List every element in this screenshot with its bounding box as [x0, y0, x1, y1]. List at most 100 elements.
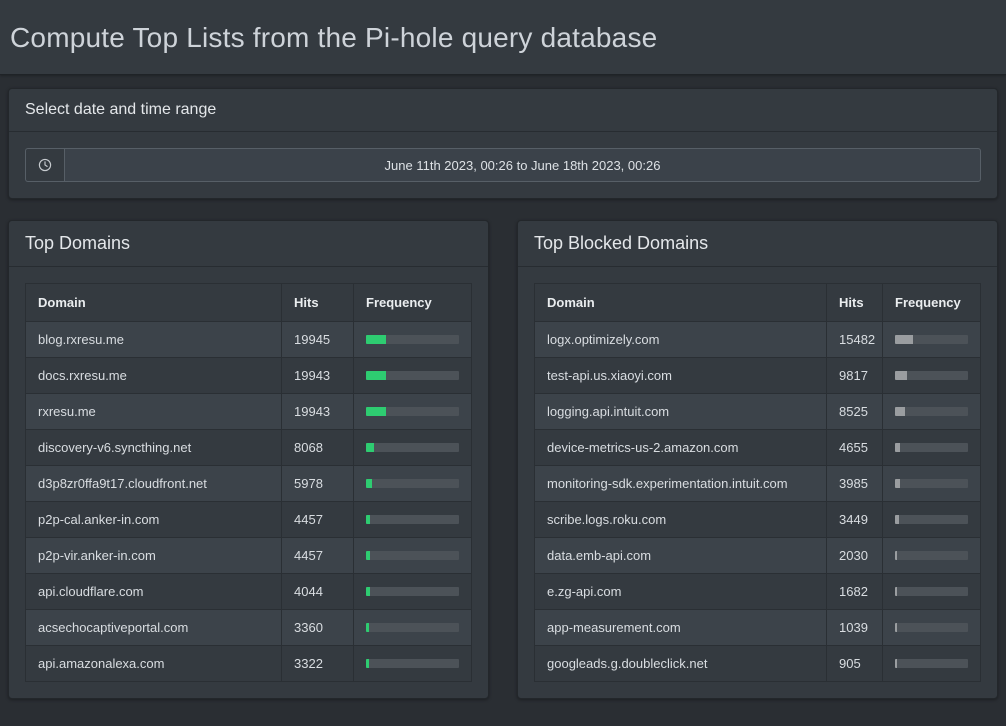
domain-cell: acsechocaptiveportal.com [25, 609, 282, 646]
domain-cell: p2p-vir.anker-in.com [25, 537, 282, 574]
hits-cell: 1039 [826, 609, 883, 646]
frequency-bar-track [366, 443, 459, 452]
hits-cell: 4457 [281, 537, 354, 574]
hits-cell: 19943 [281, 357, 354, 394]
frequency-bar-track [895, 479, 968, 488]
table-row: acsechocaptiveportal.com 3360 [25, 609, 472, 646]
frequency-bar-fill [366, 407, 386, 416]
frequency-cell [353, 429, 472, 466]
top-lists-row: Top Domains Domain Hits Frequency blog.r… [8, 220, 998, 703]
hits-cell: 19945 [281, 321, 354, 358]
table-row: rxresu.me 19943 [25, 393, 472, 430]
hits-cell: 5978 [281, 465, 354, 502]
top-blocked-domains-panel-header: Top Blocked Domains [518, 221, 997, 267]
table-row: test-api.us.xiaoyi.com 9817 [534, 357, 981, 394]
frequency-bar-track [366, 407, 459, 416]
table-row: scribe.logs.roku.com 3449 [534, 501, 981, 538]
frequency-bar-track [366, 587, 459, 596]
frequency-bar-fill [366, 659, 370, 668]
frequency-bar-track [895, 659, 968, 668]
table-row: blog.rxresu.me 19945 [25, 321, 472, 358]
domain-cell: logx.optimizely.com [534, 321, 827, 358]
frequency-cell [353, 393, 472, 430]
frequency-bar-track [895, 587, 968, 596]
top-blocked-domains-panel-body: Domain Hits Frequency logx.optimizely.co… [518, 267, 997, 698]
domain-cell: test-api.us.xiaoyi.com [534, 357, 827, 394]
domain-cell: scribe.logs.roku.com [534, 501, 827, 538]
table-row: logx.optimizely.com 15482 [534, 321, 981, 358]
clock-addon [25, 148, 64, 182]
hits-cell: 15482 [826, 321, 883, 358]
clock-icon [38, 158, 52, 172]
table-row: d3p8zr0ffa9t17.cloudfront.net 5978 [25, 465, 472, 502]
frequency-bar-track [895, 551, 968, 560]
domain-cell: blog.rxresu.me [25, 321, 282, 358]
top-blocked-domains-table: Domain Hits Frequency logx.optimizely.co… [534, 283, 981, 682]
frequency-cell [353, 357, 472, 394]
frequency-bar-track [895, 407, 968, 416]
main-content: Select date and time range Top Domains [0, 75, 1006, 703]
frequency-bar-fill [895, 443, 901, 452]
page-header: Compute Top Lists from the Pi-hole query… [0, 0, 1006, 75]
frequency-bar-track [366, 515, 459, 524]
domain-cell: monitoring-sdk.experimentation.intuit.co… [534, 465, 827, 502]
frequency-bar-track [366, 371, 459, 380]
hits-cell: 19943 [281, 393, 354, 430]
column-header-hits: Hits [281, 283, 354, 322]
table-row: logging.api.intuit.com 8525 [534, 393, 981, 430]
hits-cell: 8068 [281, 429, 354, 466]
top-domains-panel-title: Top Domains [25, 233, 131, 253]
frequency-bar-track [895, 623, 968, 632]
frequency-cell [882, 429, 981, 466]
domain-cell: googleads.g.doubleclick.net [534, 645, 827, 682]
frequency-bar-fill [366, 335, 386, 344]
frequency-bar-track [895, 371, 968, 380]
domain-cell: api.cloudflare.com [25, 573, 282, 610]
frequency-bar-fill [366, 371, 386, 380]
top-domains-panel-header: Top Domains [9, 221, 488, 267]
frequency-cell [353, 645, 472, 682]
hits-cell: 3322 [281, 645, 354, 682]
column-header-domain: Domain [534, 283, 827, 322]
hits-cell: 4655 [826, 429, 883, 466]
table-row: e.zg-api.com 1682 [534, 573, 981, 610]
frequency-cell [353, 573, 472, 610]
frequency-cell [353, 501, 472, 538]
column-header-domain: Domain [25, 283, 282, 322]
frequency-bar-track [895, 335, 968, 344]
frequency-bar-fill [895, 335, 914, 344]
hits-cell: 4044 [281, 573, 354, 610]
hits-cell: 9817 [826, 357, 883, 394]
top-domains-table: Domain Hits Frequency blog.rxresu.me 1994… [25, 283, 472, 682]
frequency-bar-fill [366, 623, 370, 632]
frequency-bar-fill [895, 479, 900, 488]
table-row: p2p-vir.anker-in.com 4457 [25, 537, 472, 574]
frequency-cell [882, 393, 981, 430]
table-header-row: Domain Hits Frequency [534, 283, 981, 322]
column-header-frequency: Frequency [882, 283, 981, 322]
table-row: docs.rxresu.me 19943 [25, 357, 472, 394]
frequency-bar-fill [895, 371, 907, 380]
date-range-panel-title: Select date and time range [25, 101, 217, 118]
table-row: device-metrics-us-2.amazon.com 4655 [534, 429, 981, 466]
hits-cell: 2030 [826, 537, 883, 574]
domain-cell: rxresu.me [25, 393, 282, 430]
domain-cell: device-metrics-us-2.amazon.com [534, 429, 827, 466]
hits-cell: 3449 [826, 501, 883, 538]
frequency-cell [882, 609, 981, 646]
hits-cell: 4457 [281, 501, 354, 538]
hits-cell: 3360 [281, 609, 354, 646]
frequency-cell [882, 537, 981, 574]
date-range-panel-header: Select date and time range [9, 89, 997, 132]
frequency-bar-track [366, 479, 459, 488]
frequency-bar-track [366, 623, 459, 632]
frequency-bar-fill [366, 587, 370, 596]
date-range-input[interactable] [64, 148, 981, 182]
frequency-bar-fill [366, 515, 371, 524]
frequency-cell [882, 501, 981, 538]
frequency-bar-fill [895, 515, 900, 524]
frequency-bar-fill [366, 443, 374, 452]
frequency-bar-fill [366, 479, 372, 488]
frequency-bar-track [366, 335, 459, 344]
hits-cell: 8525 [826, 393, 883, 430]
